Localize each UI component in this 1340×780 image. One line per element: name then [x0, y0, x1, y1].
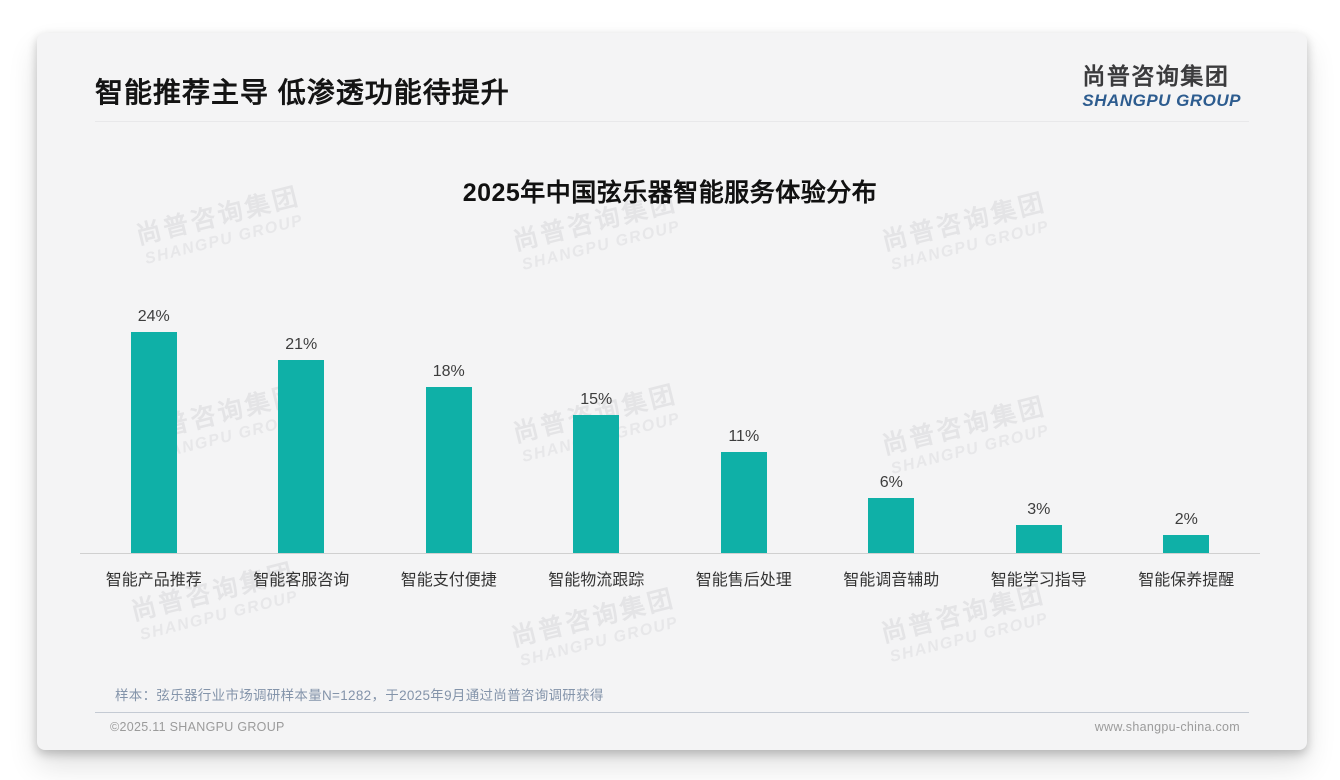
footer-row: ©2025.11 SHANGPU GROUP www.shangpu-china…: [110, 720, 1240, 734]
bar: [573, 415, 620, 553]
bar-value-label: 6%: [879, 474, 903, 491]
website-text: www.shangpu-china.com: [1094, 720, 1240, 734]
footer-divider: [95, 712, 1249, 713]
bar: [1163, 535, 1210, 553]
bar: [868, 498, 915, 553]
sample-note: 样本：弦乐器行业市场调研样本量N=1282，于2025年9月通过尚普咨询调研获得: [115, 688, 604, 703]
bar-column: 18%: [375, 363, 523, 553]
plot-area: 24% 21% 18% 15% 11% 6% 3% 2%: [80, 293, 1260, 553]
bar-category-label: 智能产品推荐: [105, 572, 202, 589]
bar-column: 3%: [965, 501, 1113, 553]
bar-category-label: 智能客服咨询: [253, 572, 350, 589]
bar-column: 24%: [80, 308, 228, 553]
bar: [720, 452, 767, 553]
bar-category-label: 智能支付便捷: [400, 572, 497, 589]
logo-chinese-name: 尚普咨询集团: [1082, 63, 1230, 89]
bar-value-label: 2%: [1174, 511, 1198, 528]
bar-column: 21%: [228, 336, 376, 553]
bar-column: 15%: [523, 391, 671, 553]
logo-english-name: SHANGPU GROUP: [1082, 91, 1241, 110]
bar: [278, 360, 325, 553]
x-axis-line: [80, 553, 1260, 554]
bar-value-label: 3%: [1027, 501, 1051, 518]
chart-title: 2025年中国弦乐器智能服务体验分布: [462, 179, 878, 207]
bar: [130, 332, 177, 553]
category-row: 智能产品推荐 智能客服咨询 智能支付便捷 智能物流跟踪 智能售后处理 智能调音辅助 智能学习…: [80, 566, 1260, 590]
bar-value-label: 18%: [432, 363, 465, 380]
bar-column: 2%: [1113, 511, 1261, 553]
bar-category-label: 智能售后处理: [695, 572, 792, 589]
bar-value-label: 24%: [137, 308, 170, 325]
bar: [1015, 525, 1062, 553]
bar-value-label: 21%: [285, 336, 318, 353]
slide-card: 尚普咨询集团 SHANGPU GROUP 尚普咨询集团 SHANGPU GROUP …: [37, 33, 1307, 750]
bar-category-label: 智能调音辅助: [843, 572, 940, 589]
header-divider: [95, 121, 1249, 122]
bar-category-label: 智能物流跟踪: [548, 572, 645, 589]
bar-value-label: 11%: [728, 428, 760, 445]
bar-column: 11%: [670, 428, 818, 553]
bar-value-label: 15%: [580, 391, 613, 408]
company-logo: 尚普咨询集团 SHANGPU GROUP: [1082, 57, 1241, 111]
page-title: 智能推荐主导 低渗透功能待提升: [95, 77, 510, 108]
bar-column: 6%: [818, 474, 966, 553]
watermark-en: SHANGPU GROUP: [143, 212, 306, 268]
bar: [425, 387, 472, 553]
bar-category-label: 智能学习指导: [990, 572, 1087, 589]
copyright-text: ©2025.11 SHANGPU GROUP: [110, 720, 285, 734]
bar-category-label: 智能保养提醒: [1138, 572, 1235, 589]
